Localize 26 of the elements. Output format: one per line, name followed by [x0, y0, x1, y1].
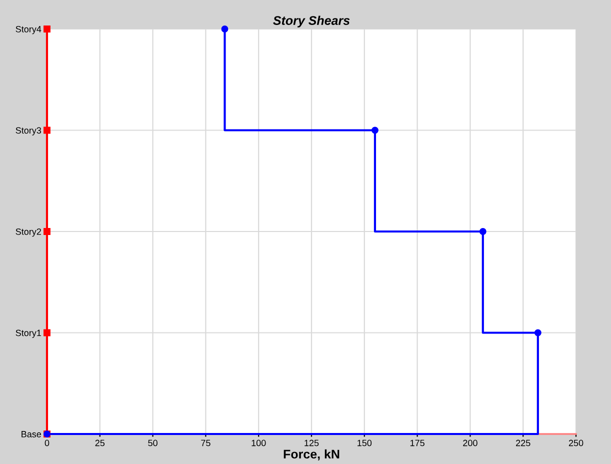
y-tick-label: Story4: [16, 26, 42, 34]
x-axis-title: Force, kN: [284, 449, 340, 460]
y-tick-label: Story2: [16, 228, 41, 237]
point: [44, 126, 50, 134]
x-tick-label: 100: [252, 440, 266, 446]
chart-title: Story Shears: [273, 16, 350, 28]
x-tick-label: 175: [410, 440, 424, 446]
x-tick-label: 200: [463, 440, 478, 446]
point: [44, 26, 50, 32]
point: [534, 329, 542, 336]
x-tick-label: 0: [44, 440, 50, 446]
x-tick-label: 50: [148, 440, 158, 446]
y-tick-label: Base: [22, 431, 42, 438]
x-tick-label: 125: [304, 440, 319, 446]
point: [479, 228, 486, 235]
x-tick-label: 75: [201, 440, 210, 446]
x-tick-label: 225: [516, 440, 530, 446]
x-tick-label: 25: [95, 440, 105, 446]
point: [221, 26, 228, 32]
point: [44, 329, 50, 336]
y-tick-label: Story3: [16, 127, 42, 136]
x-tick-label: 250: [568, 440, 584, 446]
point: [372, 126, 378, 134]
point: [44, 228, 50, 235]
x-tick-label: 150: [358, 440, 372, 446]
y-tick-label: Story1: [16, 330, 42, 338]
